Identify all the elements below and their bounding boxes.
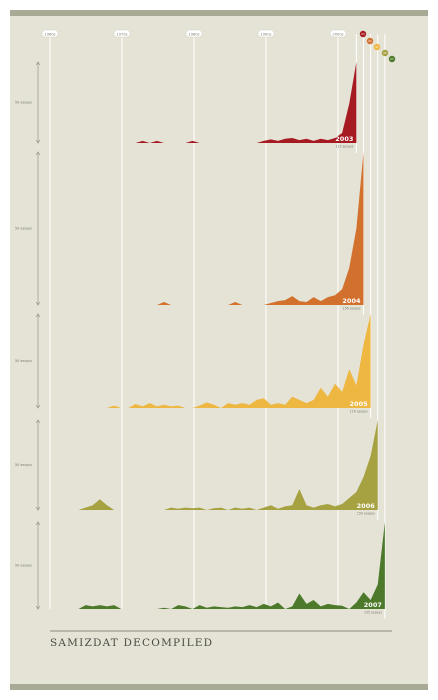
scale-label-2007: 50 essays	[15, 564, 32, 568]
area-series-2005	[107, 314, 371, 408]
scale-label-2003: 50 essays	[15, 101, 32, 105]
year-dot-text: 05	[375, 46, 379, 49]
area-series-2004	[156, 152, 364, 305]
decade-text: 1960s	[44, 33, 55, 37]
decade-labels: 1960s 1970s 1980s 1990s 2000s	[41, 29, 347, 38]
panel-2006: 50 essays 2006 150 essays	[15, 34, 379, 520]
decade-label-2000s: 2000s	[329, 29, 347, 38]
decade-gridlines	[49, 34, 339, 609]
peak-label-2006: 150 essays	[357, 512, 375, 516]
top-frame-band	[10, 10, 428, 16]
decade-label-1980s: 1980s	[185, 29, 203, 38]
year-label-2007: 2007	[364, 601, 382, 609]
year-dot-text: 07	[390, 58, 394, 61]
peak-label-2007: 135 essays	[364, 611, 382, 615]
year-dot-circle	[366, 37, 374, 45]
year-label-2006: 2006	[357, 502, 376, 510]
scale-arrow-tail	[35, 506, 41, 511]
decade-text: 2000s	[332, 33, 343, 37]
year-dot-text: 03	[361, 33, 365, 36]
decade-text: 1970s	[116, 33, 127, 37]
scale-arrow-tail	[35, 605, 41, 610]
scale-arrow-head	[35, 313, 41, 318]
panel-2003: 50 essays 2003 113 essays	[15, 34, 357, 153]
scale-label-2004: 50 essays	[15, 227, 32, 231]
peak-label-2005: 116 essays	[350, 410, 368, 414]
scale-arrow-head	[35, 61, 41, 66]
year-dot-circle	[381, 49, 389, 57]
year-dot-2003: 03	[359, 30, 367, 38]
scale-arrow-tail	[35, 404, 41, 409]
year-dot-2004: 04	[366, 37, 374, 45]
decade-pill	[257, 29, 275, 38]
peak-label-2003: 113 essays	[335, 145, 353, 149]
peak-label-2004: 156 essays	[343, 307, 361, 311]
decade-pill	[329, 29, 347, 38]
decade-text: 1980s	[188, 33, 199, 37]
bottom-frame-band	[10, 684, 428, 690]
year-dot-circle	[359, 30, 367, 38]
year-dot-text: 06	[383, 52, 387, 55]
year-dot-circle	[373, 43, 381, 51]
scale-arrow-head	[35, 521, 41, 526]
area-series-2006	[78, 420, 378, 510]
scale-label-2005: 50 essays	[15, 359, 32, 363]
scale-arrow-tail	[35, 139, 41, 144]
scale-arrow-tail	[35, 301, 41, 306]
decade-pill	[41, 29, 59, 38]
scale-arrow-head	[35, 419, 41, 424]
year-label-2004: 2004	[342, 297, 361, 305]
year-label-2005: 2005	[350, 400, 369, 408]
year-dot-text: 04	[368, 40, 372, 43]
year-dot-2005: 05	[373, 43, 381, 51]
year-label-2003: 2003	[335, 135, 353, 143]
scale-arrow-head	[35, 151, 41, 156]
scale-label-2006: 50 essays	[15, 463, 32, 467]
year-dot-circle	[388, 55, 396, 63]
decade-label-1960s: 1960s	[41, 29, 59, 38]
year-dot-2006: 06	[381, 49, 389, 57]
panel-2004: 50 essays 2004 156 essays	[15, 34, 364, 315]
panel-2005: 50 essays 2005 116 essays	[15, 34, 372, 418]
year-dot-2007: 07	[388, 55, 396, 63]
year-panels: 50 essays 2003 113 essays 50 essays 2004 156 …	[15, 34, 386, 619]
panel-2007: 50 essays 2007 135 essays	[15, 34, 386, 619]
decade-label-1990s: 1990s	[257, 29, 275, 38]
decade-text: 1990s	[260, 33, 271, 37]
poster-background	[10, 10, 428, 690]
decade-pill	[185, 29, 203, 38]
decade-label-1970s: 1970s	[113, 29, 131, 38]
decade-pill	[113, 29, 131, 38]
poster-title: SAMIZDAT DECOMPILED	[50, 637, 213, 649]
